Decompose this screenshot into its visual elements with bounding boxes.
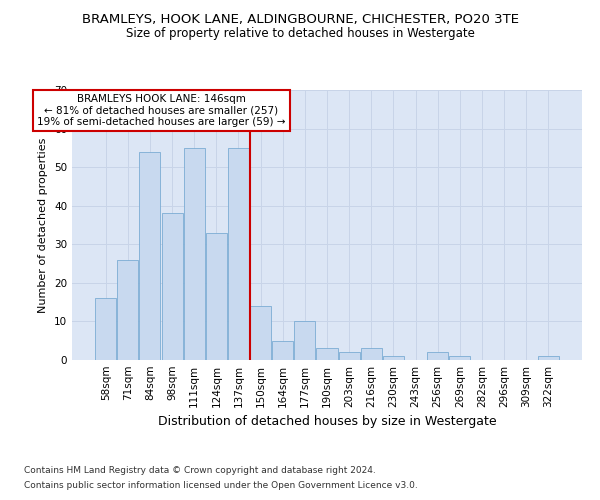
Bar [295,322,316,360]
Bar [161,214,182,360]
Bar [338,352,359,360]
Text: Contains public sector information licensed under the Open Government Licence v3: Contains public sector information licen… [24,481,418,490]
Bar [383,356,404,360]
Bar [449,356,470,360]
Bar [228,148,249,360]
X-axis label: Distribution of detached houses by size in Westergate: Distribution of detached houses by size … [158,416,496,428]
Bar [427,352,448,360]
Text: Size of property relative to detached houses in Westergate: Size of property relative to detached ho… [125,28,475,40]
Bar [250,306,271,360]
Text: BRAMLEYS HOOK LANE: 146sqm
← 81% of detached houses are smaller (257)
19% of sem: BRAMLEYS HOOK LANE: 146sqm ← 81% of deta… [37,94,286,127]
Bar [361,348,382,360]
Bar [272,340,293,360]
Text: BRAMLEYS, HOOK LANE, ALDINGBOURNE, CHICHESTER, PO20 3TE: BRAMLEYS, HOOK LANE, ALDINGBOURNE, CHICH… [82,12,518,26]
Bar [184,148,205,360]
Bar [139,152,160,360]
Bar [118,260,139,360]
Text: Contains HM Land Registry data © Crown copyright and database right 2024.: Contains HM Land Registry data © Crown c… [24,466,376,475]
Bar [316,348,338,360]
Bar [95,298,116,360]
Bar [206,232,227,360]
Y-axis label: Number of detached properties: Number of detached properties [38,138,49,312]
Bar [538,356,559,360]
